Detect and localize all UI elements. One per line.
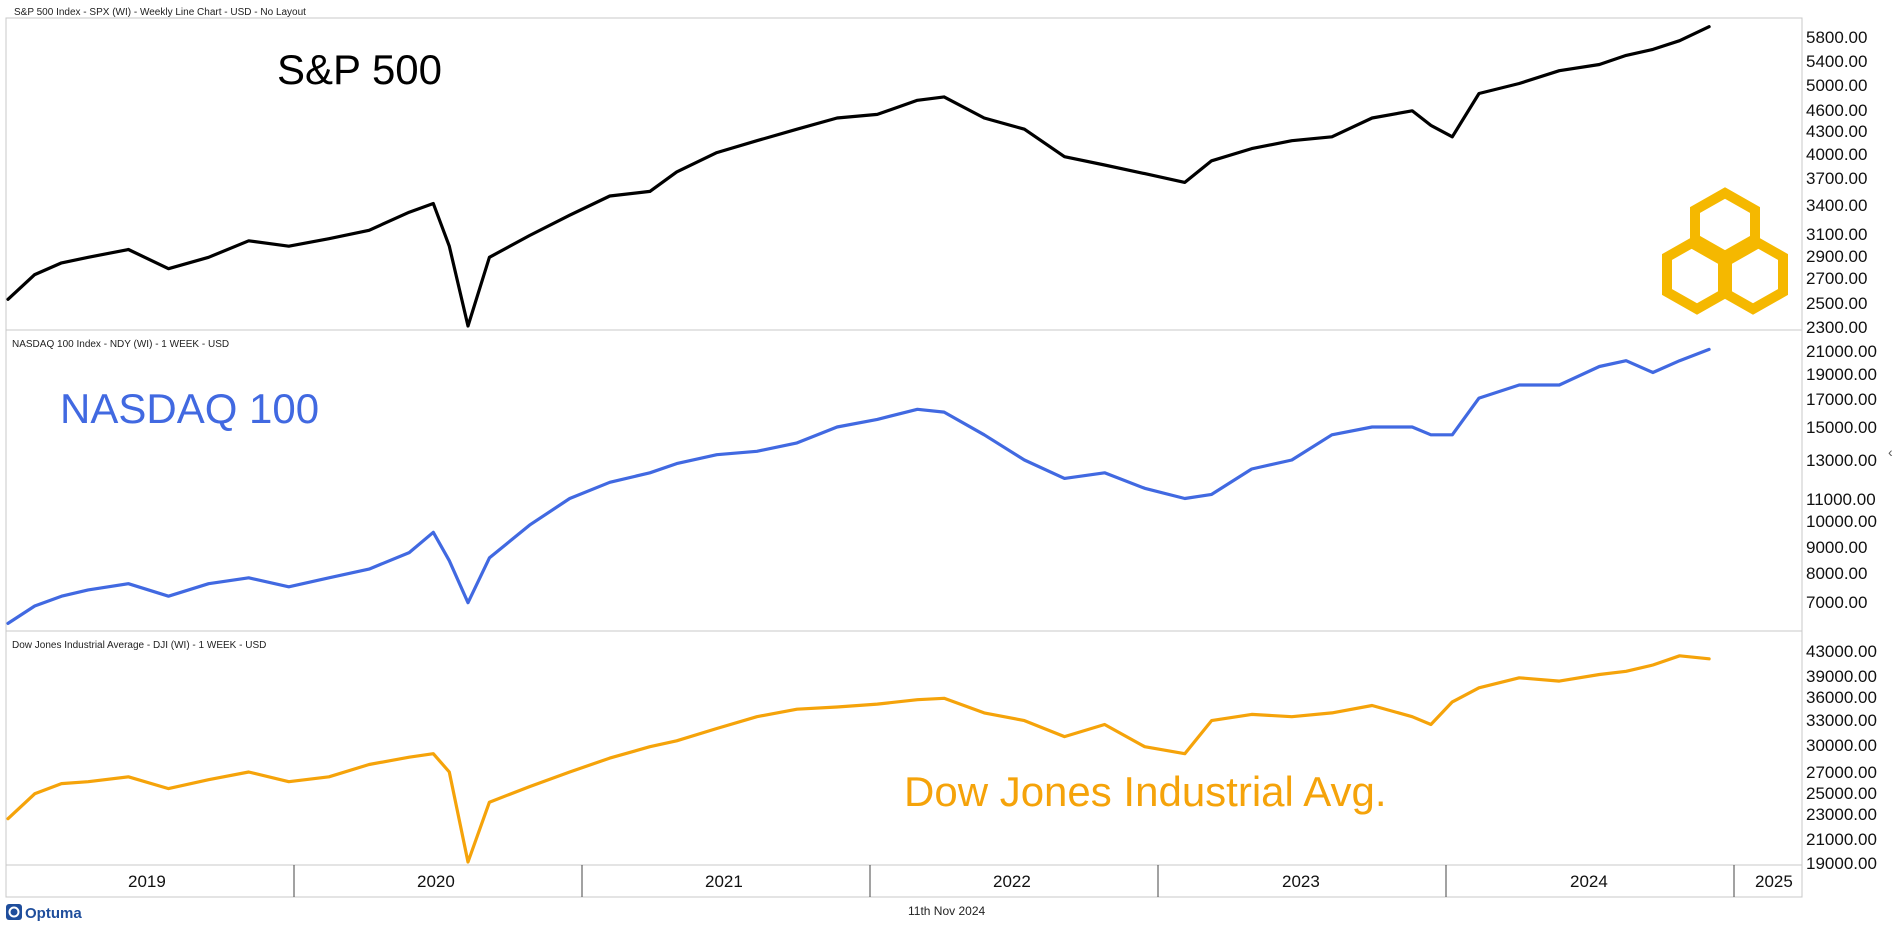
y-tick-label: 2500.00 — [1806, 294, 1867, 313]
y-tick-label: 39000.00 — [1806, 667, 1877, 686]
y-tick-label: 3700.00 — [1806, 169, 1867, 188]
x-tick-label: 2020 — [417, 872, 455, 891]
series-line-ndx — [6, 347, 1711, 625]
y-tick-label: 11000.00 — [1806, 490, 1876, 509]
y-tick-label: 5400.00 — [1806, 52, 1867, 71]
pane-frame-spx — [5, 17, 1803, 331]
pane-frame-ndx — [5, 329, 1803, 632]
y-axis-spx: 5800.00 5400.00 5000.00 4600.00 4300.00 … — [1806, 28, 1867, 337]
x-tick-label: 2023 — [1282, 872, 1320, 891]
y-tick-label: 4300.00 — [1806, 122, 1867, 141]
x-tick-label: 2025 — [1755, 872, 1793, 891]
big-label-dji: Dow Jones Industrial Avg. — [904, 768, 1387, 815]
y-tick-label: 21000.00 — [1806, 342, 1877, 361]
pane-header-dji: Dow Jones Industrial Average - DJI (WI) … — [12, 640, 266, 651]
footer-date: 11th Nov 2024 — [908, 904, 985, 918]
y-tick-label: 3100.00 — [1806, 225, 1867, 244]
y-tick-label: 27000.00 — [1806, 763, 1877, 782]
pane-header-spx: S&P 500 Index - SPX (WI) - Weekly Line C… — [14, 7, 306, 18]
y-tick-label: 19000.00 — [1806, 365, 1877, 384]
brand-logo-icon — [1662, 187, 1788, 315]
collapse-arrow-icon[interactable]: ‹ — [1888, 444, 1893, 460]
y-tick-label: 36000.00 — [1806, 688, 1877, 707]
y-tick-label: 10000.00 — [1806, 512, 1877, 531]
y-tick-label: 5000.00 — [1806, 76, 1867, 95]
series-line-spx — [6, 25, 1711, 328]
y-tick-label: 8000.00 — [1806, 564, 1867, 583]
y-tick-label: 4600.00 — [1806, 101, 1867, 120]
y-tick-label: 13000.00 — [1806, 451, 1877, 470]
y-tick-label: 4000.00 — [1806, 145, 1867, 164]
y-tick-label: 2700.00 — [1806, 269, 1867, 288]
y-tick-label: 43000.00 — [1806, 642, 1877, 661]
y-tick-label: 19000.00 — [1806, 854, 1877, 873]
y-tick-label: 25000.00 — [1806, 784, 1877, 803]
y-tick-label: 21000.00 — [1806, 830, 1877, 849]
x-axis-frame — [5, 864, 1803, 898]
y-tick-label: 9000.00 — [1806, 538, 1867, 557]
y-tick-label: 15000.00 — [1806, 418, 1877, 437]
y-tick-label: 5800.00 — [1806, 28, 1867, 47]
footer: Optuma 11th Nov 2024 — [6, 904, 985, 922]
y-tick-label: 33000.00 — [1806, 711, 1877, 730]
big-label-spx: S&P 500 — [277, 46, 442, 93]
logo-hex-right — [1718, 234, 1788, 315]
series-line-dji — [6, 654, 1711, 864]
footer-brand: Optuma — [25, 905, 82, 922]
y-tick-label: 2900.00 — [1806, 247, 1867, 266]
x-axis: 2019 2020 2021 2022 2023 2024 2025 — [128, 865, 1793, 897]
y-tick-label: 17000.00 — [1806, 390, 1877, 409]
y-tick-label: 30000.00 — [1806, 736, 1877, 755]
optuma-icon — [6, 904, 22, 920]
series-layer — [6, 25, 1711, 864]
y-axis-dji: 43000.00 39000.00 36000.00 33000.00 3000… — [1806, 642, 1877, 873]
y-tick-label: 2300.00 — [1806, 318, 1867, 337]
y-tick-label: 7000.00 — [1806, 593, 1867, 612]
optuma-icon-ring — [8, 906, 20, 918]
y-tick-label: 3400.00 — [1806, 196, 1867, 215]
y-axis-ndx: 21000.00 19000.00 17000.00 15000.00 1300… — [1806, 342, 1877, 612]
pane-header-ndx: NASDAQ 100 Index - NDY (WI) - 1 WEEK - U… — [12, 339, 229, 350]
x-tick-label: 2022 — [993, 872, 1031, 891]
x-tick-label: 2021 — [705, 872, 743, 891]
big-label-ndx: NASDAQ 100 — [60, 385, 319, 432]
y-tick-label: 23000.00 — [1806, 805, 1877, 824]
pane-frame-dji — [5, 630, 1803, 866]
x-tick-label: 2019 — [128, 872, 166, 891]
x-tick-label: 2024 — [1570, 872, 1608, 891]
